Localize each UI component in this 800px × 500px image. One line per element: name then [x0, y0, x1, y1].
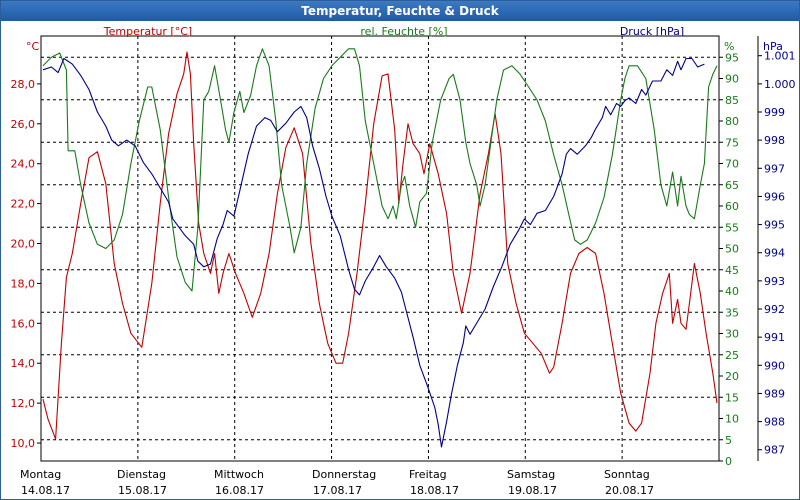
pressure-axis: hPa 987 988 989 990 991 992 993 994 995 996 997 998…: [757, 36, 796, 461]
temperature-tick-label: 16,0: [11, 317, 36, 330]
humidity-tick-label: 15: [725, 391, 739, 404]
humidity-tick-label: 25: [725, 349, 739, 362]
humidity-tick-label: 5: [725, 434, 732, 447]
humidity-tick-label: 75: [725, 136, 739, 149]
pressure-tick-label: 998: [764, 134, 785, 147]
legend-pressure: Druck [hPa]: [620, 25, 684, 38]
series-line-pressure: [42, 57, 705, 448]
day-name-label: Samstag: [507, 468, 555, 481]
day-date-label: 15.08.17: [118, 484, 167, 497]
day-name-label: Freitag: [409, 468, 447, 481]
humidity-tick-label: 55: [725, 221, 739, 234]
pressure-tick-label: 989: [764, 387, 785, 400]
humidity-tick-label: 35: [725, 306, 739, 319]
humidity-axis: % 0 5 10 15 20 25 30 35 40 45 50 55 60 65 70 75 80 85 90 95: [718, 36, 739, 468]
humidity-tick-label: 50: [725, 243, 739, 256]
pressure-tick-label: 988: [764, 416, 785, 429]
temperature-tick-label: 10,0: [11, 437, 36, 450]
humidity-tick-label: 45: [725, 264, 739, 277]
humidity-tick-label: 85: [725, 94, 739, 107]
humidity-tick-label: 70: [725, 158, 739, 171]
humidity-unit-label: %: [724, 40, 734, 53]
temperature-tick-label: 28,0: [11, 78, 36, 91]
humidity-tick-label: 0: [725, 455, 732, 468]
humidity-tick-label: 65: [725, 179, 739, 192]
pressure-tick-label: 994: [764, 247, 785, 260]
day-date-label: 18.08.17: [410, 484, 459, 497]
day-date-label: 17.08.17: [313, 484, 362, 497]
temperature-tick-label: 24,0: [11, 158, 36, 171]
pressure-tick-label: 999: [764, 106, 785, 119]
pressure-tick-label: 991: [764, 331, 785, 344]
window-title: Temperatur, Feuchte & Druck: [1, 1, 799, 21]
temperature-tick-label: 14,0: [11, 357, 36, 370]
humidity-tick-label: 40: [725, 285, 739, 298]
humidity-tick-label: 20: [725, 370, 739, 383]
temperature-tick-label: 26,0: [11, 118, 36, 131]
series-lines: [42, 48, 718, 448]
day-date-label: 14.08.17: [21, 484, 70, 497]
pressure-tick-label: 1.000: [764, 78, 796, 91]
pressure-tick-label: 987: [764, 444, 785, 457]
humidity-tick-label: 10: [725, 413, 739, 426]
day-name-label: Montag: [20, 468, 61, 481]
humidity-tick-label: 60: [725, 200, 739, 213]
temperature-tick-label: 18,0: [11, 277, 36, 290]
day-name-label: Sonntag: [604, 468, 650, 481]
pressure-tick-label: 992: [764, 303, 785, 316]
temperature-tick-label: 12,0: [11, 397, 36, 410]
pressure-tick-label: 997: [764, 162, 785, 175]
humidity-tick-label: 95: [725, 51, 739, 64]
day-name-label: Mittwoch: [214, 468, 264, 481]
pressure-tick-label: 1.001: [764, 50, 796, 63]
pressure-unit-label: hPa: [763, 40, 783, 53]
legend-temperature: Temperatur [°C]: [103, 25, 192, 38]
temperature-unit-label: °C: [26, 40, 40, 53]
legend: Temperatur [°C] rel. Feuchte [%] Druck […: [103, 25, 684, 38]
pressure-tick-label: 996: [764, 190, 785, 203]
temperature-axis: °C 10,0 12,0 14,0 16,0 18,0 20,0 22,0 24,0 26,0 2…: [11, 36, 42, 461]
day-date-label: 20.08.17: [605, 484, 654, 497]
temperature-tick-label: 20,0: [11, 238, 36, 251]
humidity-tick-label: 30: [725, 328, 739, 341]
pressure-tick-label: 995: [764, 219, 785, 232]
temperature-tick-label: 22,0: [11, 198, 36, 211]
day-date-label: 19.08.17: [508, 484, 557, 497]
day-name-label: Dienstag: [117, 468, 166, 481]
day-name-label: Donnerstag: [312, 468, 376, 481]
series-line-temperature: [42, 51, 718, 440]
humidity-tick-label: 90: [725, 73, 739, 86]
day-date-label: 16.08.17: [215, 484, 264, 497]
legend-humidity: rel. Feuchte [%]: [360, 25, 447, 38]
grid: [41, 36, 719, 461]
series-line-humidity: [42, 48, 718, 292]
humidity-tick-label: 80: [725, 115, 739, 128]
pressure-tick-label: 990: [764, 359, 785, 372]
pressure-tick-label: 993: [764, 275, 785, 288]
x-axis-day-labels: Montag 14.08.17 Dienstag 15.08.17 Mittwoch 16…: [20, 468, 654, 497]
